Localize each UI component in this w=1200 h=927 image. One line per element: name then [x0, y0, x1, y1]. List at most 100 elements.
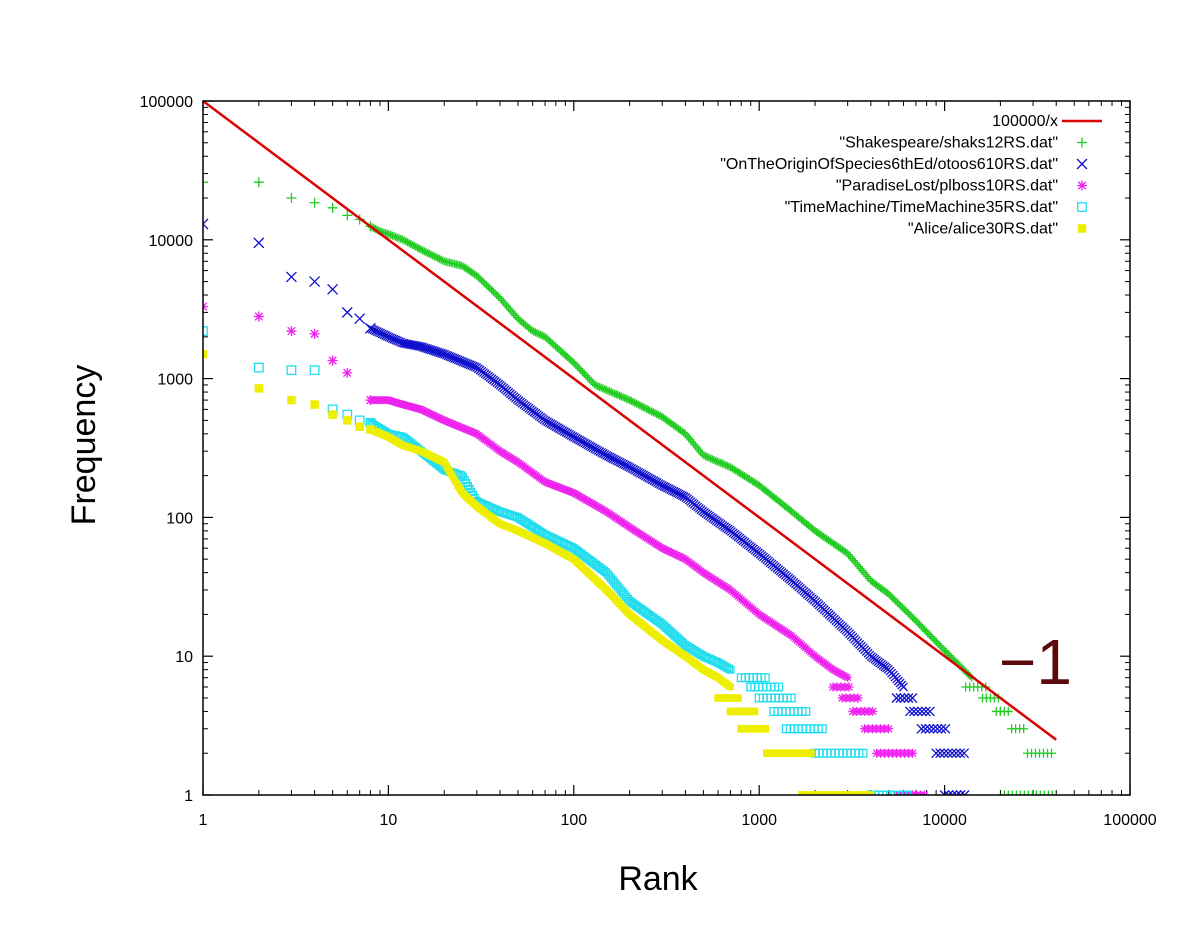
data-point: [531, 328, 540, 337]
data-point: [708, 455, 717, 464]
data-point: [622, 394, 631, 403]
series-2: [203, 218, 970, 795]
data-point: [689, 439, 698, 448]
data-point: [696, 447, 705, 456]
data-point: [619, 393, 628, 402]
data-point: [435, 254, 444, 263]
data-point: [630, 398, 639, 407]
slope-annotation: −1: [999, 626, 1072, 698]
data-point: [502, 301, 511, 310]
data-point: [253, 311, 264, 322]
data-point: [309, 365, 320, 376]
data-point: [416, 245, 425, 254]
data-point: [254, 384, 264, 393]
data-point: [908, 613, 917, 622]
frequency-step: [939, 790, 970, 795]
data-point: [445, 418, 454, 427]
data-point: [592, 381, 601, 390]
series-1: [203, 177, 1057, 795]
legend-label: "Alice/alice30RS.dat": [908, 221, 1058, 238]
data-point: [442, 417, 451, 426]
data-point: [644, 405, 653, 414]
data-point: [310, 400, 319, 409]
data-point: [427, 250, 436, 259]
data-point: [423, 248, 432, 257]
legend-entry: "ParadiseLost/plboss10RS.dat": [836, 178, 1087, 195]
data-point: [496, 294, 505, 303]
data-point: [853, 560, 862, 569]
data-point: [454, 422, 463, 431]
data-point: [253, 237, 265, 249]
legend-entry: "Alice/alice30RS.dat": [908, 221, 1087, 238]
plot-frame: [202, 100, 1131, 796]
data-point: [632, 399, 641, 408]
data-point: [406, 240, 415, 249]
data-point: [693, 443, 702, 452]
legend-label: "TimeMachine/TimeMachine35RS.dat": [785, 199, 1058, 216]
legend-label: "ParadiseLost/plboss10RS.dat": [836, 178, 1058, 195]
data-point: [398, 235, 407, 244]
y-tick: 10: [175, 523, 1130, 666]
data-point: [920, 625, 929, 634]
data-point: [440, 416, 449, 425]
data-point: [654, 410, 663, 419]
x-tick-label: 1: [199, 812, 208, 829]
data-point: [408, 240, 417, 249]
data-point: [930, 636, 939, 645]
data-point: [391, 232, 400, 241]
data-point: [328, 410, 337, 419]
legend-swatch: [1077, 224, 1087, 233]
data-point: [494, 292, 503, 301]
data-point: [403, 238, 412, 247]
data-point: [686, 435, 695, 444]
data-point: [438, 256, 447, 265]
data-point: [681, 429, 690, 438]
data-point: [688, 437, 697, 446]
data-point: [575, 364, 584, 373]
data-point: [415, 244, 424, 253]
data-point: [576, 366, 585, 375]
frequency-step: [810, 748, 868, 758]
frequency-step: [872, 748, 918, 758]
data-point: [390, 232, 399, 241]
y-tick-label: 1: [184, 788, 193, 805]
legend-swatch: [1077, 137, 1087, 148]
data-point: [649, 408, 658, 417]
data-point: [620, 393, 629, 402]
y-tick: 100: [166, 384, 1130, 527]
x-tick: 1: [199, 101, 381, 829]
data-point: [617, 392, 626, 401]
data-point: [922, 627, 931, 636]
data-point: [600, 385, 609, 394]
data-point: [430, 252, 439, 261]
legend-entry: "OnTheOriginOfSpecies6thEd/otoos610RS.da…: [720, 156, 1088, 173]
data-point: [286, 193, 297, 204]
data-point: [253, 177, 264, 188]
data-point: [413, 341, 423, 351]
data-point: [309, 328, 320, 339]
series-3: [203, 301, 929, 795]
x-tick-label: 1000: [741, 812, 777, 829]
data-point: [858, 566, 867, 575]
data-point: [422, 248, 431, 257]
legend-label: 100000/x: [992, 113, 1058, 130]
data-point: [595, 382, 604, 391]
data-point: [726, 665, 735, 674]
frequency-step: [916, 723, 951, 734]
data-point: [637, 402, 646, 411]
data-point: [583, 373, 592, 382]
data-point: [923, 629, 932, 638]
data-point: [720, 460, 729, 469]
data-point: [603, 386, 612, 395]
data-point: [711, 456, 720, 465]
data-point: [437, 255, 446, 264]
data-point: [425, 249, 434, 258]
data-point: [694, 445, 703, 454]
data-point: [656, 411, 665, 420]
y-tick: 10000: [149, 106, 1130, 250]
y-tick-label: 100000: [140, 94, 193, 111]
data-point: [285, 271, 297, 283]
data-point: [856, 564, 865, 573]
data-point: [450, 420, 459, 429]
data-point: [469, 428, 478, 437]
